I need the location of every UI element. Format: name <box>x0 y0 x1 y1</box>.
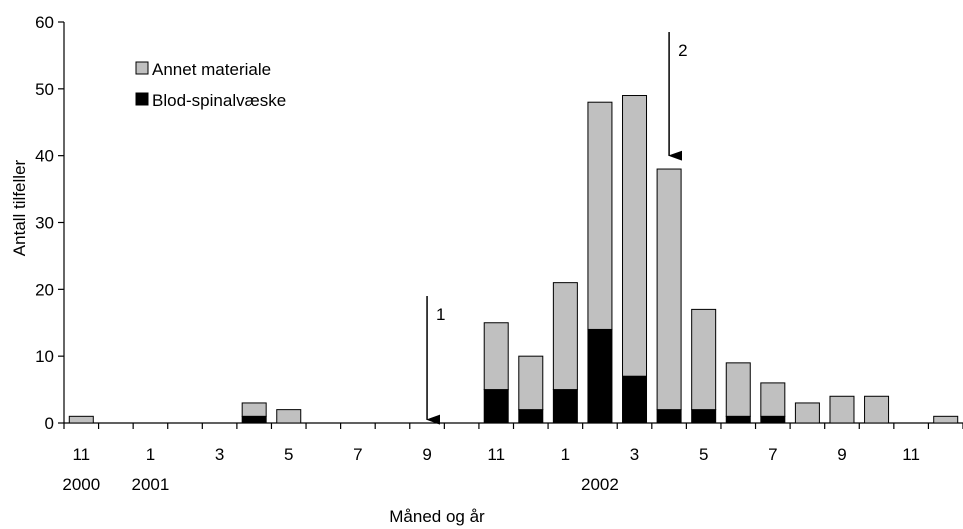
bar-segment-blod-spinalvaeske <box>760 415 786 424</box>
y-axis: 0 10 20 30 40 50 60 <box>35 13 65 433</box>
bar-segment-annet-materiale <box>829 395 855 424</box>
x-tick-label: 5 <box>699 445 708 464</box>
y-axis-title: Antall tilfeller <box>10 159 29 256</box>
y-tick-label: 30 <box>35 214 54 233</box>
x-tick-label: 9 <box>422 445 431 464</box>
annotation-label: 2 <box>678 41 687 60</box>
x-tick-label: 11 <box>902 445 920 464</box>
bar-segment-blod-spinalvaeske <box>725 415 751 424</box>
bar-segment-annet-materiale <box>725 362 751 417</box>
annotation-label: 1 <box>436 305 445 324</box>
bar-segment-annet-materiale <box>241 402 267 417</box>
x-tick-label: 11 <box>487 445 505 464</box>
legend-label-annet-materiale: Annet materiale <box>152 60 271 79</box>
bar-segment-annet-materiale <box>587 101 613 330</box>
y-tick-label: 40 <box>35 147 54 166</box>
bar-segment-annet-materiale <box>656 168 682 411</box>
x-tick-label: 11 <box>72 445 90 464</box>
bar-segment-blod-spinalvaeske <box>691 409 717 424</box>
legend: Annet materiale Blod-spinalvæske <box>135 60 286 110</box>
annotations-group: 12 <box>426 32 688 425</box>
y-tick-label: 60 <box>35 13 54 32</box>
x-tick-label: 7 <box>353 445 362 464</box>
bar-segment-annet-materiale <box>760 382 786 417</box>
bar-segment-blod-spinalvaeske <box>656 409 682 424</box>
bar-segment-blod-spinalvaeske <box>587 328 613 424</box>
x-axis-title: Måned og år <box>389 507 485 526</box>
bar-segment-annet-materiale <box>933 415 959 424</box>
x-year-label: 2001 <box>132 475 170 494</box>
legend-swatch-blod-spinalvaeske <box>135 92 149 106</box>
bar-segment-annet-materiale <box>276 409 302 424</box>
bar-segment-blod-spinalvaeske <box>552 389 578 424</box>
y-tick-label: 10 <box>35 347 54 366</box>
x-year-label: 2000 <box>62 475 100 494</box>
x-tick-label: 3 <box>630 445 639 464</box>
y-tick-label: 20 <box>35 280 54 299</box>
y-tick-label: 0 <box>45 414 54 433</box>
legend-swatch-annet-materiale <box>135 61 149 75</box>
bar-segment-annet-materiale <box>483 322 509 391</box>
x-tick-label: 3 <box>215 445 224 464</box>
bar-segment-annet-materiale <box>518 355 544 411</box>
x-tick-label: 9 <box>837 445 846 464</box>
bar-segment-blod-spinalvaeske <box>622 375 648 424</box>
y-tick-label: 50 <box>35 80 54 99</box>
legend-label-blod-spinalvaeske: Blod-spinalvæske <box>152 91 286 110</box>
x-year-label: 2002 <box>581 475 619 494</box>
bar-segment-annet-materiale <box>794 402 820 424</box>
bar-segment-annet-materiale <box>622 95 648 377</box>
bar-segment-annet-materiale <box>691 308 717 411</box>
bar-segment-blod-spinalvaeske <box>241 415 267 424</box>
bar-segment-annet-materiale <box>864 395 890 424</box>
bar-segment-blod-spinalvaeske <box>483 389 509 424</box>
x-tick-label: 1 <box>561 445 570 464</box>
x-tick-label: 1 <box>146 445 155 464</box>
bar-segment-blod-spinalvaeske <box>518 409 544 424</box>
x-tick-label: 7 <box>768 445 777 464</box>
bars-group <box>68 95 959 424</box>
x-tick-label: 5 <box>284 445 293 464</box>
bar-segment-annet-materiale <box>552 282 578 391</box>
bar-segment-annet-materiale <box>68 415 94 424</box>
